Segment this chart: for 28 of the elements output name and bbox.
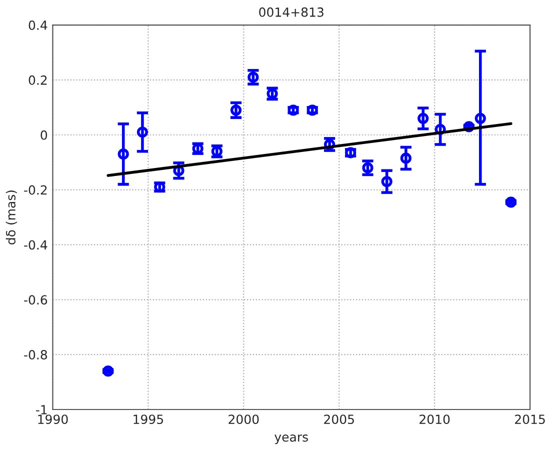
point [118,148,129,160]
y-tick-label: 0.2 [28,75,47,85]
x-tick-label: 2015 [515,414,545,424]
x-tick-label: 1995 [134,414,163,424]
y-tick-label: -0.4 [24,240,48,250]
point [362,162,374,174]
chart-title: 0014+813 [259,7,324,17]
point [400,152,412,164]
point [381,176,392,188]
point [102,365,114,377]
point [136,126,148,138]
x-tick-label: 1990 [38,414,68,424]
point [474,112,486,124]
point [418,112,429,124]
y-axis-title: dδ (mas) [6,190,17,244]
x-tick-label: 2010 [420,414,450,424]
y-tick-label: -0.8 [24,350,48,360]
y-tick-label: -1 [36,405,47,414]
y-tick-label: 0.4 [28,20,48,30]
y-tick-label: -0.2 [24,185,47,195]
y-tick-label: 0 [40,130,48,140]
x-tick-label: 2000 [228,414,259,424]
point [505,196,516,208]
x-tick-label: 2005 [324,414,354,424]
point [230,104,242,116]
x-axis-title: years [274,434,308,444]
y-tick-label: -0.6 [24,295,48,305]
point [248,72,259,83]
